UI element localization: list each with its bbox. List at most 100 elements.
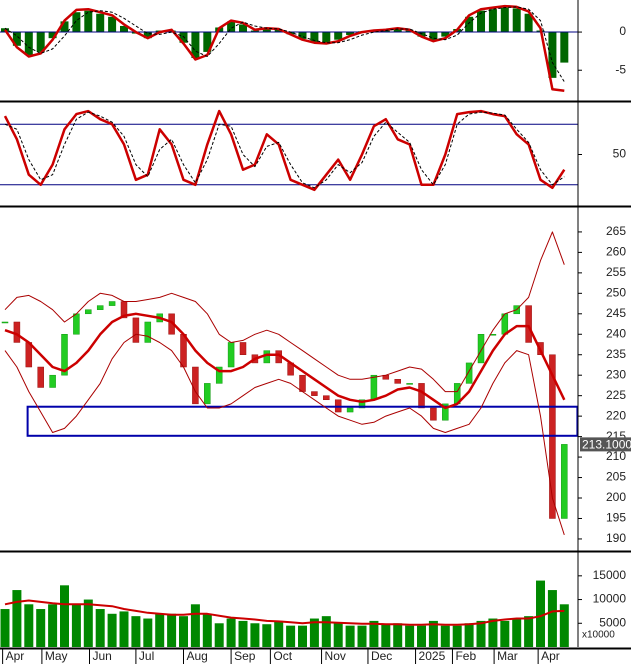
x-tick-label: Mar bbox=[497, 649, 518, 663]
candle bbox=[37, 366, 44, 388]
y-tick-label: 265 bbox=[606, 224, 626, 238]
volume-bar bbox=[536, 580, 546, 647]
volume-bar bbox=[559, 604, 569, 647]
panel bbox=[0, 580, 569, 647]
histogram-bar bbox=[96, 13, 105, 33]
volume-bar bbox=[24, 604, 34, 647]
candle bbox=[561, 444, 568, 519]
candle bbox=[132, 317, 140, 343]
x-tick-label: 2025 bbox=[419, 649, 446, 663]
y-tick-label: 250 bbox=[606, 286, 626, 300]
series-line bbox=[4, 333, 565, 536]
x-tick-label: Oct bbox=[273, 649, 292, 663]
x-tick-label: May bbox=[45, 649, 68, 663]
support-zone bbox=[26, 405, 579, 437]
volume-bar bbox=[464, 623, 474, 647]
x-tick-label: Sep bbox=[234, 649, 256, 663]
candle bbox=[263, 350, 271, 364]
volume-bar bbox=[12, 590, 22, 647]
volume-bar bbox=[48, 604, 58, 647]
candle bbox=[227, 342, 235, 368]
volume-bar bbox=[119, 611, 129, 647]
volume-bar bbox=[286, 625, 296, 647]
histogram-bar bbox=[298, 32, 307, 39]
volume-bar bbox=[190, 604, 200, 647]
volume-bar bbox=[333, 623, 343, 647]
candle bbox=[108, 301, 116, 306]
volume-bar bbox=[547, 590, 557, 647]
candle bbox=[323, 395, 330, 401]
candle bbox=[394, 379, 401, 384]
y-tick-label: -5 bbox=[615, 62, 626, 76]
candle bbox=[49, 374, 56, 388]
panel bbox=[0, 4, 578, 93]
histogram-bar bbox=[60, 21, 69, 33]
histogram-bar bbox=[250, 30, 259, 33]
histogram-bar bbox=[417, 32, 426, 37]
histogram-bar bbox=[500, 7, 509, 33]
volume-bar bbox=[524, 616, 534, 647]
panel bbox=[1, 231, 579, 536]
y-tick-label: 220 bbox=[606, 408, 626, 422]
candle bbox=[370, 374, 378, 401]
volume-bar bbox=[59, 585, 69, 647]
y-tick-label: 240 bbox=[606, 326, 626, 340]
candle bbox=[192, 366, 199, 405]
histogram-bar bbox=[48, 32, 57, 39]
volume-bar bbox=[417, 625, 427, 647]
candle bbox=[477, 334, 485, 364]
volume-bar bbox=[167, 613, 177, 647]
volume-bar bbox=[155, 613, 165, 647]
series-line bbox=[4, 231, 565, 393]
volume-bar bbox=[226, 618, 236, 647]
y-tick-label: 5000 bbox=[599, 615, 626, 629]
series-line bbox=[4, 599, 565, 626]
histogram-bar bbox=[488, 9, 497, 33]
candle bbox=[299, 374, 306, 392]
histogram-bar bbox=[36, 32, 45, 52]
panel bbox=[0, 109, 578, 192]
candle bbox=[215, 366, 223, 384]
unit-label: x10000 bbox=[582, 630, 615, 641]
histogram-bar bbox=[24, 32, 33, 55]
volume-bar bbox=[512, 618, 522, 647]
volume-bar bbox=[250, 623, 260, 647]
candle bbox=[96, 305, 104, 310]
volume-bar bbox=[298, 625, 308, 647]
y-tick-label: 195 bbox=[606, 511, 626, 525]
y-tick-label: 230 bbox=[606, 367, 626, 381]
candle bbox=[1, 321, 9, 324]
last-price-box bbox=[580, 437, 631, 452]
x-tick-label: Dec bbox=[371, 649, 392, 663]
histogram-bar bbox=[322, 32, 331, 43]
candle bbox=[311, 391, 318, 396]
x-tick-label: Jul bbox=[139, 649, 154, 663]
volume-bar bbox=[179, 616, 189, 647]
volume-bar bbox=[214, 623, 224, 647]
series-line bbox=[3, 4, 565, 93]
series-line bbox=[3, 109, 566, 192]
candle bbox=[430, 407, 437, 421]
series-line bbox=[4, 6, 565, 82]
volume-bar bbox=[309, 618, 319, 647]
volume-bar bbox=[238, 620, 248, 647]
y-tick-label: 205 bbox=[606, 470, 626, 484]
y-tick-label: 260 bbox=[606, 245, 626, 259]
y-tick-label: 225 bbox=[606, 388, 626, 402]
volume-bar bbox=[428, 620, 438, 647]
volume-bar bbox=[95, 609, 105, 647]
histogram-bar bbox=[405, 30, 414, 33]
y-tick-label: 255 bbox=[606, 265, 626, 279]
histogram-bar bbox=[393, 29, 402, 33]
histogram-bar bbox=[72, 12, 81, 33]
y-tick-label: 15000 bbox=[593, 568, 627, 582]
candle bbox=[406, 383, 413, 385]
x-tick-label: Apr bbox=[541, 649, 560, 663]
candle bbox=[73, 313, 80, 335]
candle bbox=[358, 399, 366, 409]
histogram-bar bbox=[191, 32, 200, 59]
y-tick-label: 210 bbox=[606, 449, 626, 463]
volume-bar bbox=[36, 609, 46, 647]
